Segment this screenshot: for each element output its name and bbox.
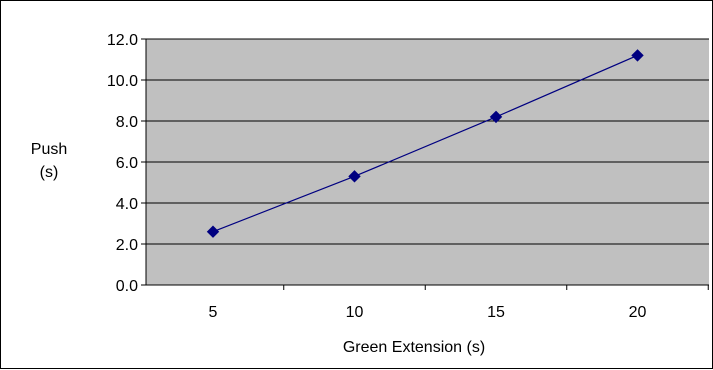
y-tick-label: 0.0 bbox=[116, 278, 138, 295]
y-tick-label: 2.0 bbox=[116, 237, 138, 254]
y-tick-label: 4.0 bbox=[116, 196, 138, 213]
y-axis-title-line-1: Push bbox=[31, 141, 67, 158]
data-point-marker bbox=[206, 225, 220, 238]
data-point-marker bbox=[631, 49, 644, 62]
x-tick-label: 10 bbox=[346, 304, 364, 321]
y-tick-label: 8.0 bbox=[116, 114, 138, 131]
y-axis-ticks: 0.0 2.0 4.0 6.0 8.0 10.0 12.0 bbox=[107, 32, 146, 295]
y-axis-title-line-2: (s) bbox=[40, 164, 59, 181]
series-layer bbox=[206, 49, 644, 238]
y-tick-label: 12.0 bbox=[107, 32, 138, 49]
x-tick-label: 15 bbox=[487, 304, 505, 321]
series-line bbox=[212, 54, 638, 233]
y-tick-label: 6.0 bbox=[116, 155, 138, 172]
x-tick-label: 5 bbox=[209, 304, 218, 321]
gridlines bbox=[146, 38, 709, 245]
x-axis-ticks: 5 10 15 20 bbox=[209, 285, 709, 321]
y-tick-label: 10.0 bbox=[107, 73, 138, 90]
x-tick-label: 20 bbox=[629, 304, 647, 321]
data-point-marker bbox=[348, 170, 361, 183]
data-point-marker bbox=[489, 110, 503, 124]
x-axis-title: Green Extension (s) bbox=[343, 339, 485, 356]
